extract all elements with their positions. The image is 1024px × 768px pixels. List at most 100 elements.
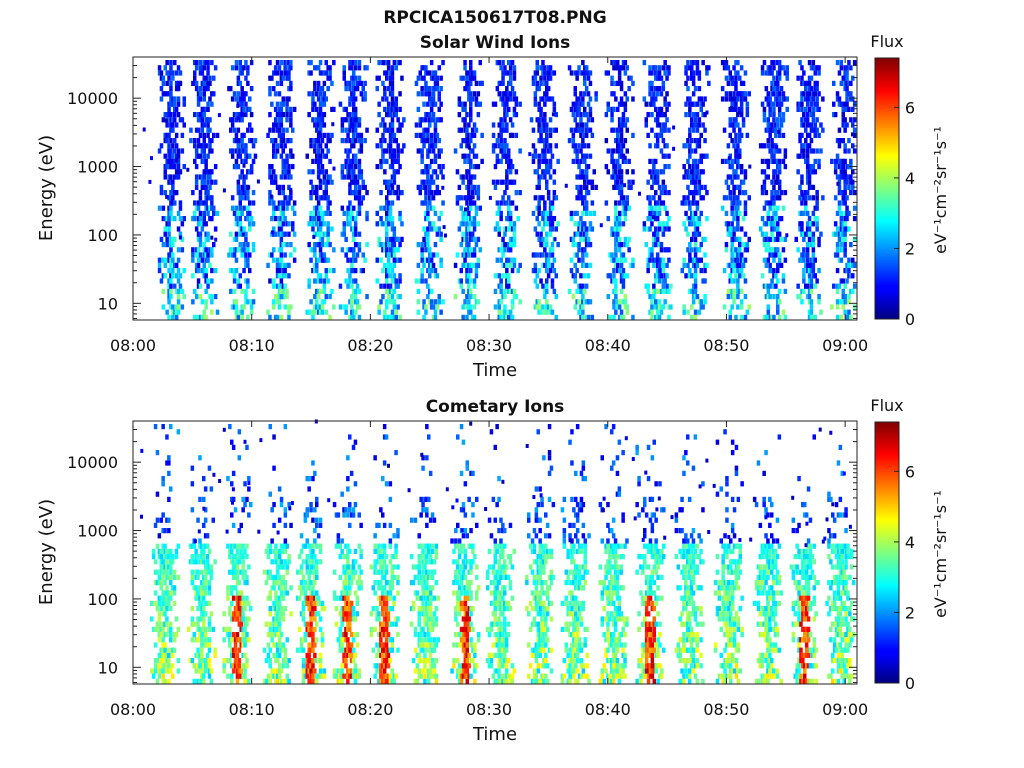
heatmap-cell: [289, 153, 293, 159]
heatmap-cell: [386, 252, 391, 258]
heatmap-cell: [619, 184, 624, 190]
heatmap-cell: [798, 60, 802, 66]
heatmap-cell: [206, 60, 210, 66]
heatmap-cell: [847, 184, 851, 190]
heatmap-cell: [277, 247, 282, 253]
heatmap-cell: [287, 200, 291, 206]
heatmap-cell: [726, 184, 731, 190]
heatmap-cell: [346, 148, 350, 154]
heatmap-cell: [684, 226, 688, 232]
heatmap-cell: [268, 252, 272, 258]
heatmap-cell: [167, 548, 171, 554]
heatmap-cell: [375, 127, 379, 133]
heatmap-cell: [202, 174, 206, 180]
heatmap-cell: [240, 304, 244, 310]
heatmap-cell: [738, 184, 742, 190]
heatmap-cell: [313, 86, 317, 92]
heatmap-cell: [357, 138, 362, 144]
heatmap-cell: [764, 158, 769, 164]
heatmap-cell: [238, 231, 242, 237]
heatmap-cell: [554, 127, 558, 133]
heatmap-cell: [352, 80, 356, 86]
heatmap-cell: [161, 304, 166, 310]
heatmap-cell: [283, 169, 287, 175]
heatmap-cell: [420, 75, 424, 81]
heatmap-cell: [584, 226, 589, 232]
heatmap-cell: [774, 226, 778, 232]
heatmap-cell: [359, 148, 364, 154]
heatmap-cell: [807, 174, 812, 180]
heatmap-cell: [743, 190, 748, 196]
heatmap-cell: [182, 164, 186, 170]
heatmap-cell: [813, 127, 817, 133]
heatmap-cell: [437, 164, 441, 170]
heatmap-cell: [426, 137, 430, 142]
heatmap-cell: [776, 236, 780, 242]
heatmap-cell: [802, 113, 806, 118]
heatmap-cell: [774, 190, 778, 196]
heatmap-cell: [766, 257, 770, 263]
heatmap-cell: [355, 252, 360, 258]
heatmap-cell: [809, 184, 814, 190]
heatmap-cell: [543, 262, 547, 268]
heatmap-cell: [503, 112, 507, 118]
heatmap-cell: [326, 200, 330, 206]
heatmap-cell: [167, 75, 171, 81]
heatmap-cell: [279, 117, 284, 123]
heatmap-cell: [313, 122, 317, 128]
heatmap-cell: [796, 169, 800, 175]
heatmap-cell: [783, 314, 788, 320]
heatmap-cell: [281, 184, 285, 190]
heatmap-cell: [650, 299, 654, 305]
heatmap-cell: [289, 190, 293, 196]
heatmap-cell: [159, 70, 164, 76]
heatmap-cell: [150, 616, 154, 622]
heatmap-cell: [667, 164, 671, 170]
heatmap-cell: [584, 210, 589, 216]
heatmap-cell: [357, 210, 362, 216]
heatmap-cell: [316, 210, 321, 216]
heatmap-cell: [728, 174, 732, 180]
heatmap-cell: [621, 299, 626, 305]
heatmap-cell: [275, 60, 280, 66]
heatmap-cell: [701, 304, 705, 310]
heatmap-cell: [163, 528, 167, 534]
heatmap-cell: [394, 247, 398, 253]
heatmap-cell: [279, 122, 284, 128]
heatmap-cell: [654, 304, 658, 310]
heatmap-cell: [169, 278, 173, 284]
heatmap-cell: [418, 70, 422, 76]
heatmap-cell: [309, 70, 313, 76]
heatmap-cell: [365, 190, 369, 196]
heatmap-cell: [590, 117, 595, 123]
heatmap-cell: [695, 174, 700, 180]
heatmap-cell: [781, 96, 786, 102]
heatmap-cell: [776, 278, 780, 284]
heatmap-cell: [385, 314, 389, 320]
heatmap-cell: [167, 460, 171, 466]
heatmap-cell: [163, 91, 167, 97]
heatmap-cell: [352, 75, 356, 81]
heatmap-cell: [289, 252, 293, 258]
heatmap-cell: [776, 174, 780, 180]
heatmap-cell: [172, 590, 177, 596]
heatmap-cell: [277, 106, 282, 112]
heatmap-cell: [734, 195, 738, 201]
plot-frame-solar-wind: [132, 56, 858, 321]
heatmap-cell: [705, 70, 709, 76]
heatmap-cell: [510, 122, 515, 128]
heatmap-cell: [315, 158, 319, 164]
heatmap-cell: [287, 231, 291, 237]
heatmap-cell: [741, 91, 746, 97]
heatmap-cell: [470, 148, 475, 154]
heatmap-cell: [161, 117, 166, 123]
heatmap-cell: [659, 112, 664, 118]
heatmap-cell: [392, 179, 397, 185]
heatmap-cell: [161, 663, 165, 669]
heatmap-cell: [357, 169, 362, 175]
heatmap-cell: [283, 231, 287, 237]
heatmap-cell: [196, 101, 201, 107]
heatmap-cell: [426, 86, 430, 92]
heatmap-cell: [196, 221, 201, 227]
heatmap-cell: [776, 117, 780, 123]
